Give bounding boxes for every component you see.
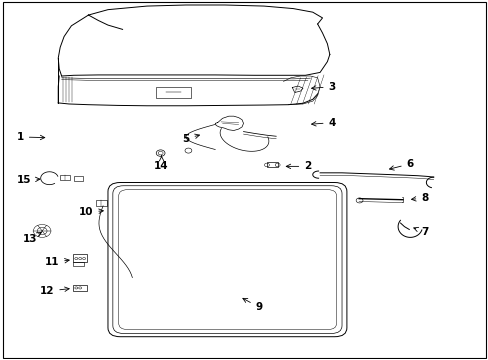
Bar — [156, 87, 190, 98]
Text: 8: 8 — [411, 193, 427, 203]
Text: 7: 7 — [413, 227, 427, 237]
Bar — [73, 254, 87, 262]
Text: 10: 10 — [79, 207, 103, 217]
Text: 9: 9 — [243, 298, 262, 312]
Text: 1: 1 — [17, 132, 45, 142]
Bar — [73, 262, 83, 266]
Text: 11: 11 — [44, 257, 69, 267]
Text: 13: 13 — [22, 233, 41, 244]
Bar — [96, 201, 106, 206]
Text: 5: 5 — [182, 134, 199, 144]
Bar — [266, 162, 277, 167]
Text: 3: 3 — [311, 82, 335, 92]
Bar — [73, 285, 86, 291]
Text: 4: 4 — [311, 118, 335, 128]
Text: 12: 12 — [40, 286, 69, 296]
Text: 6: 6 — [389, 159, 413, 170]
Text: 14: 14 — [154, 156, 168, 171]
Text: 2: 2 — [285, 161, 311, 171]
Bar — [60, 175, 70, 180]
Bar — [74, 176, 82, 181]
Text: 15: 15 — [17, 175, 40, 185]
